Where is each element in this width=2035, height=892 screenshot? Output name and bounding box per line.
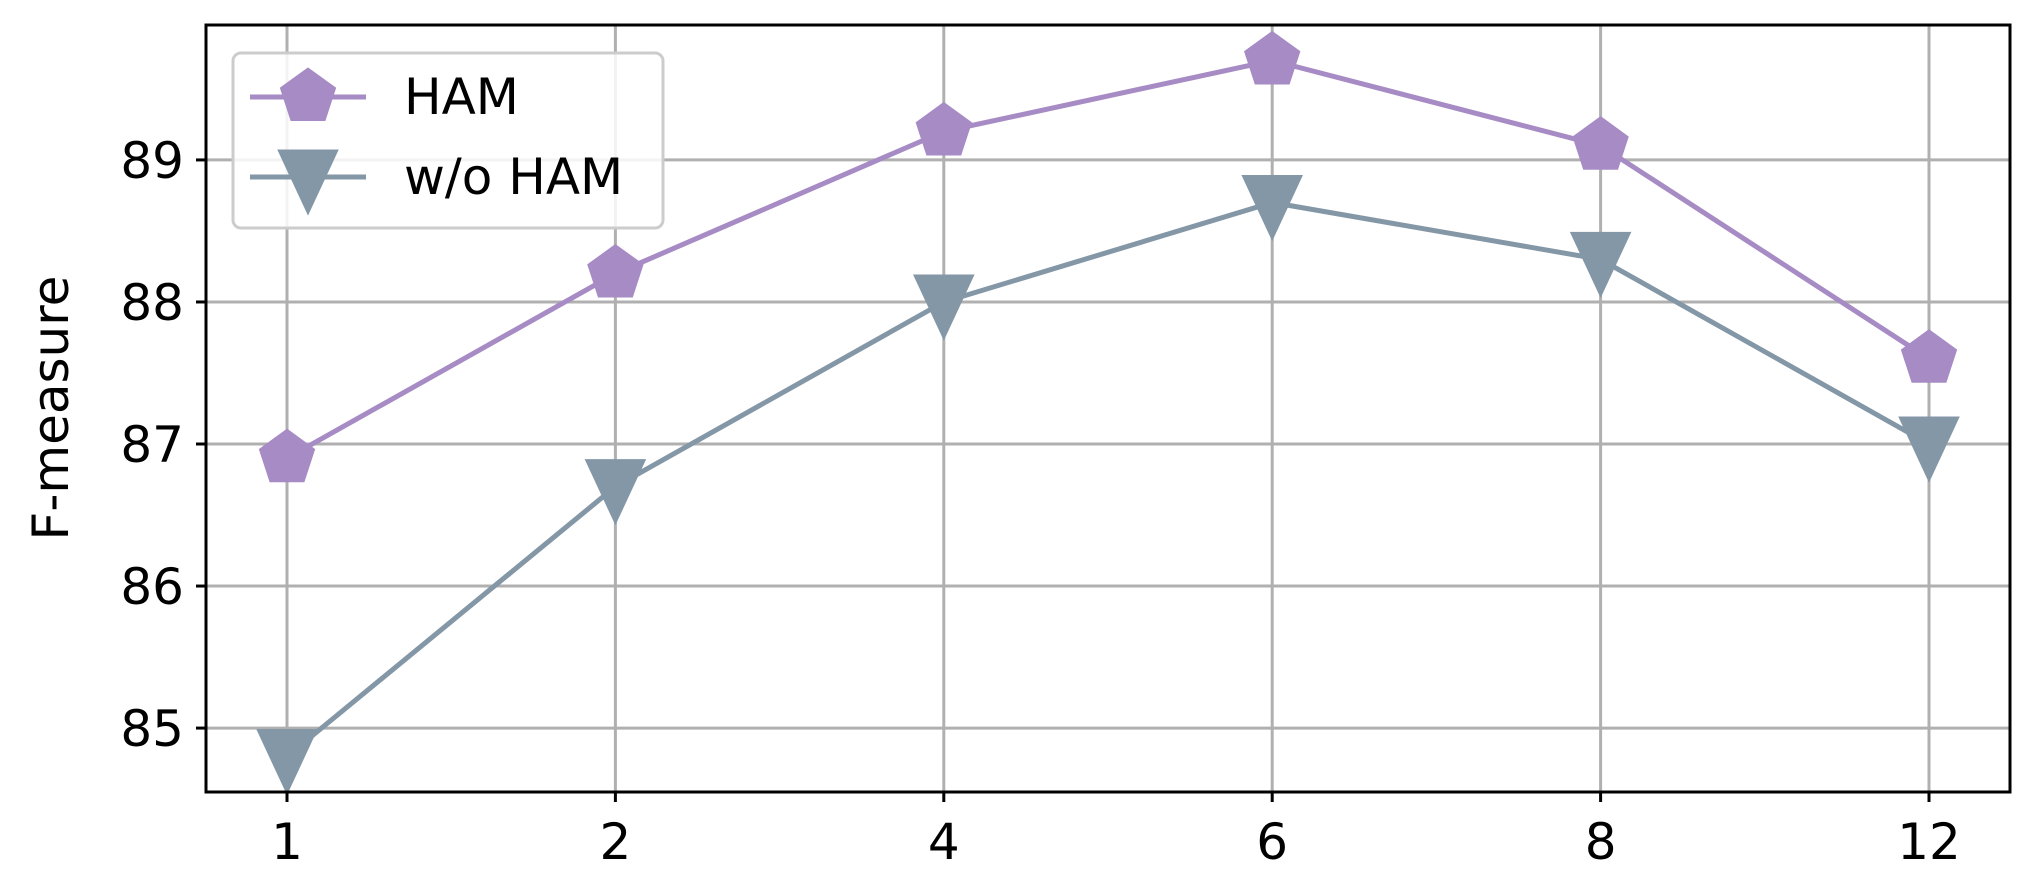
x-tick-label: 12 xyxy=(1897,813,1961,871)
data-point xyxy=(913,274,975,341)
data-point xyxy=(1241,175,1303,242)
x-tick-label: 4 xyxy=(928,813,960,871)
series-layer xyxy=(256,30,1960,796)
x-tick-label: 6 xyxy=(1256,813,1288,871)
y-tick-label: 89 xyxy=(120,132,184,190)
y-tick-label: 87 xyxy=(120,416,184,474)
legend-marker xyxy=(277,149,339,216)
data-point xyxy=(1244,30,1301,85)
y-axis-label: F-measure xyxy=(22,276,80,541)
series-line xyxy=(285,58,1931,461)
y-tick-label: 86 xyxy=(120,558,184,616)
series-line xyxy=(285,200,1931,759)
legend-label: w/o HAM xyxy=(404,148,623,206)
data-point xyxy=(1900,329,1958,383)
y-axis: 85 86 87 88 89 xyxy=(120,132,206,758)
series-1 xyxy=(256,175,1960,796)
y-tick-label: 85 xyxy=(120,700,184,758)
legend-item: HAM xyxy=(250,67,519,126)
x-tick-label: 2 xyxy=(599,813,631,871)
legend-marker xyxy=(279,67,337,121)
data-point xyxy=(1569,231,1632,299)
data-point xyxy=(915,101,972,156)
x-axis: 1 2 4 6 8 12 xyxy=(271,792,1961,871)
data-point xyxy=(256,728,318,796)
data-point xyxy=(1572,116,1629,170)
x-tick-label: 8 xyxy=(1585,813,1617,871)
legend-item: w/o HAM xyxy=(250,148,623,216)
data-point xyxy=(258,428,316,483)
data-point xyxy=(584,459,647,526)
y-tick-label: 88 xyxy=(120,274,184,332)
legend-label: HAM xyxy=(404,68,519,126)
plot-frame xyxy=(204,23,2012,794)
legend: HAM w/o HAM xyxy=(231,51,665,230)
data-point xyxy=(587,243,644,298)
x-tick-label: 1 xyxy=(271,813,303,871)
data-point xyxy=(1898,416,1960,483)
series-0 xyxy=(258,30,1958,483)
